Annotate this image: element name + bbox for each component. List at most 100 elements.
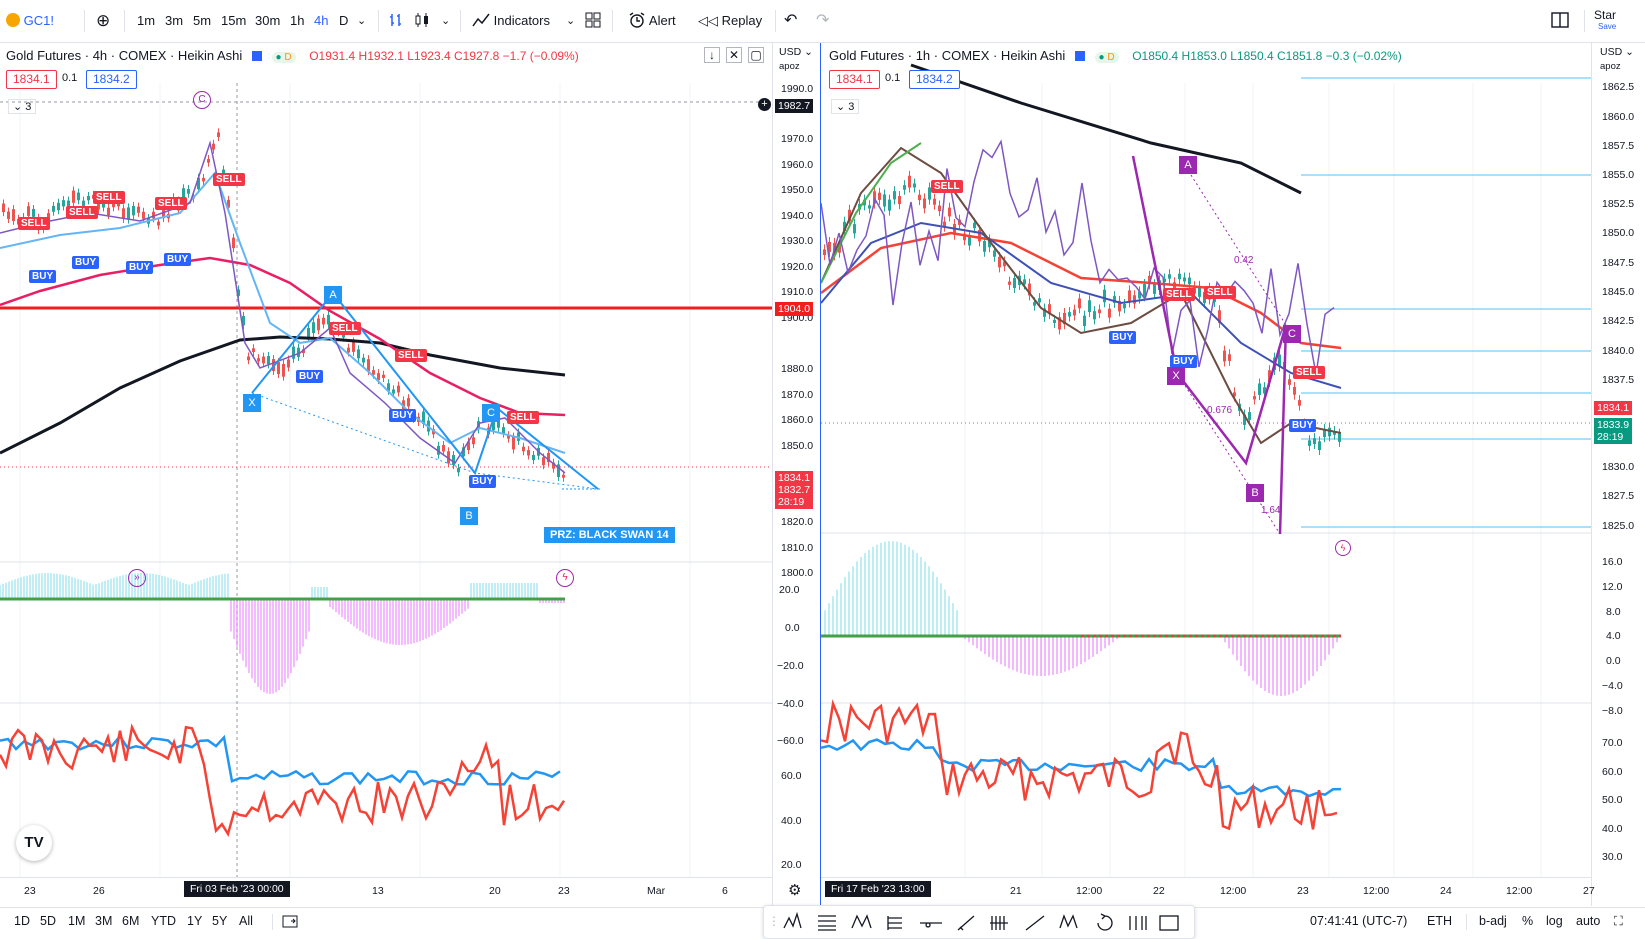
save-label[interactable]: Save (1598, 22, 1617, 31)
chevron-down-icon[interactable]: ⌄ (441, 15, 451, 27)
interval-30m[interactable]: 30m (255, 13, 281, 28)
left-time-axis[interactable]: 23 26 13 20 23 Mar 6 Fri 03 Feb '23 00:0… (0, 877, 772, 906)
point-A-marker[interactable]: A (324, 286, 342, 304)
interval-1m[interactable]: 1m (137, 13, 156, 28)
candle-body (1338, 433, 1341, 442)
replay-button[interactable]: ◁◁ Replay (698, 13, 763, 28)
tradingview-logo[interactable]: TV (16, 825, 52, 861)
collapse-indicators-button[interactable]: ⌄ 3 (831, 99, 860, 114)
layout-icon[interactable] (1551, 10, 1569, 32)
close-icon[interactable]: ✕ (726, 47, 742, 63)
currency-label[interactable]: USD ⌄ (779, 46, 813, 58)
down-arrow-icon[interactable]: ↓ (704, 47, 720, 63)
interval-3m[interactable]: 3m (165, 13, 184, 28)
candle-body (302, 349, 305, 354)
symbol-search[interactable]: GC1! (6, 10, 54, 32)
clock-time[interactable]: 07:41:41 (UTC-7) (1310, 914, 1408, 928)
range-YTD[interactable]: YTD (151, 914, 176, 928)
collapse-indicators-button[interactable]: ⌄ 3 (8, 99, 37, 114)
point-B-marker[interactable]: B (460, 507, 478, 525)
scale-mode-label[interactable]: apoz (779, 61, 800, 72)
range-6M[interactable]: 6M (122, 914, 140, 928)
interval-1h[interactable]: 1h (290, 13, 305, 28)
point-C-marker[interactable]: C (482, 404, 500, 422)
harmonic-pattern-xabcd (1131, 155, 1288, 535)
forward-arrow-icon[interactable]: » (128, 569, 146, 587)
calendar-goto-icon[interactable] (282, 914, 298, 931)
range-All[interactable]: All (239, 914, 253, 928)
maximize-icon[interactable]: ▢ (748, 47, 764, 63)
undo-icon[interactable]: ↶ (784, 12, 798, 29)
right-bid-price[interactable]: 1834.1 (829, 70, 880, 89)
fullscreen-icon[interactable]: ⛶ (1614, 914, 1623, 928)
right-ask-price[interactable]: 1834.2 (909, 70, 960, 89)
indicators-button[interactable]: Indicators (472, 10, 550, 32)
drag-handle-icon[interactable]: ⋮ (768, 914, 780, 928)
range-3M[interactable]: 3M (95, 914, 113, 928)
cycle-marker-icon[interactable]: C (193, 91, 211, 109)
alert-button[interactable]: Alert (628, 10, 676, 32)
range-1D[interactable]: 1D (14, 914, 30, 928)
right-series-title[interactable]: Gold Futures · 1h · COMEX · Heikin Ashi (829, 48, 1066, 63)
flag-icon[interactable] (251, 51, 262, 61)
candle-body (382, 374, 385, 378)
lightning-icon[interactable]: ϟ (556, 569, 574, 587)
left-chart-canvas[interactable] (0, 43, 820, 906)
left-bid-price[interactable]: 1834.1 (6, 70, 57, 89)
flag-icon[interactable] (1074, 51, 1085, 61)
ratio-label: 0.42 (1234, 255, 1254, 266)
range-1M[interactable]: 1M (68, 914, 86, 928)
add-symbol-icon[interactable]: ⊕ (96, 11, 111, 30)
lightning-icon[interactable]: ϟ (1335, 540, 1351, 556)
right-time-axis[interactable]: 21 12:00 22 12:00 23 12:00 24 12:00 27 F… (821, 877, 1595, 906)
star-button[interactable]: Star (1594, 8, 1617, 22)
scale-mode-label[interactable]: apoz (1600, 61, 1621, 72)
candle-body (1268, 370, 1271, 383)
interval-5m[interactable]: 5m (193, 13, 212, 28)
range-5Y[interactable]: 5Y (212, 914, 228, 928)
gear-icon[interactable]: ⚙ (788, 882, 802, 899)
range-5D[interactable]: 5D (40, 914, 56, 928)
interval-15m[interactable]: 15m (221, 13, 247, 28)
point-B-marker[interactable]: B (1246, 484, 1264, 502)
log-toggle[interactable]: log (1546, 914, 1563, 928)
left-ask-price[interactable]: 1834.2 (86, 70, 137, 89)
point-X-marker[interactable]: X (243, 394, 261, 412)
redo-icon[interactable]: ↷ (816, 12, 830, 29)
rsi-tick: 40.0 (1602, 823, 1623, 835)
bar-type-icon[interactable] (389, 10, 405, 32)
add-crosshair-icon[interactable]: + (758, 98, 771, 111)
candle-body (532, 454, 535, 461)
candle-body (467, 441, 470, 451)
point-X-marker[interactable]: X (1167, 367, 1185, 385)
candles-icon[interactable] (414, 10, 430, 32)
left-series-title[interactable]: Gold Futures · 4h · COMEX · Heikin Ashi (6, 48, 243, 63)
range-1Y[interactable]: 1Y (187, 914, 203, 928)
left-chart-pane[interactable]: Gold Futures · 4h · COMEX · Heikin Ashi … (0, 43, 821, 906)
candle-body (1298, 400, 1301, 406)
price-tick: 1825.0 (1602, 520, 1635, 532)
currency-label[interactable]: USD ⌄ (1600, 46, 1634, 58)
point-C-marker[interactable]: C (1283, 325, 1301, 343)
candle-body (542, 457, 545, 466)
right-chart-canvas[interactable] (821, 43, 1645, 906)
chevron-down-icon[interactable]: ⌄ (566, 15, 576, 27)
interval-D[interactable]: D (339, 13, 349, 28)
drawing-tools[interactable] (780, 912, 1190, 932)
interval-4h[interactable]: 4h (314, 13, 329, 28)
adjustment-toggle[interactable]: b-adj (1479, 914, 1507, 928)
auto-toggle[interactable]: auto (1576, 914, 1601, 928)
prz-label[interactable]: PRZ: BLACK SWAN 14 (544, 527, 675, 543)
right-price-axis[interactable]: USD ⌄ apoz 1862.5 1860.0 1857.5 1855.0 1… (1591, 43, 1645, 906)
templates-icon[interactable] (585, 10, 601, 32)
session-toggle[interactable]: ETH (1427, 914, 1452, 928)
right-chart-pane[interactable]: Gold Futures · 1h · COMEX · Heikin Ashi … (821, 43, 1645, 906)
percent-toggle[interactable]: % (1522, 914, 1534, 928)
candle-body (372, 370, 375, 375)
chevron-down-icon[interactable]: ⌄ (357, 15, 367, 27)
buy-signal: BUY (72, 256, 100, 269)
point-A-marker[interactable]: A (1179, 156, 1197, 174)
left-price-axis[interactable]: USD ⌄ apoz 1990.0 1970.0 1960.0 1950.0 1… (772, 43, 820, 906)
candle-body (52, 205, 55, 212)
sell-signal: SELL (329, 322, 361, 335)
